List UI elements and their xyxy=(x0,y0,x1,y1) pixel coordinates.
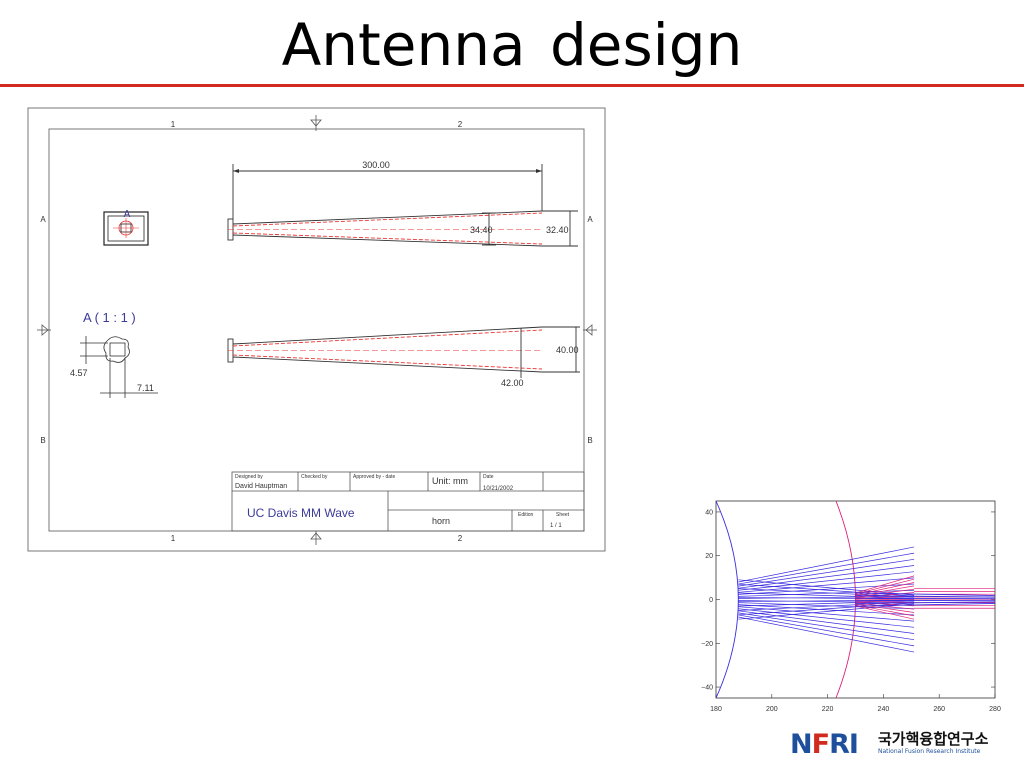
nfri-logo: NFRI 국가핵융합연구소 National Fusion Research I… xyxy=(790,730,1010,760)
blue-ray xyxy=(738,596,915,599)
title-divider xyxy=(0,84,1024,87)
magenta-ray xyxy=(855,575,915,594)
unit-label: Unit: mm xyxy=(432,476,468,486)
blue-ray xyxy=(738,546,915,583)
nfri-logo-mark: NFRI xyxy=(790,729,859,760)
blue-ray xyxy=(855,592,996,597)
zone-col-1-bottom: 1 xyxy=(171,534,176,543)
sheet-label: Sheet xyxy=(556,512,570,518)
zone-row-b-left: B xyxy=(40,436,45,445)
blue-ray xyxy=(738,602,915,610)
x-tick-label: 180 xyxy=(710,706,722,713)
dim-top-outer: 32.40 xyxy=(546,225,569,235)
centering-mark-bottom xyxy=(310,531,322,545)
zone-row-b-right: B xyxy=(587,436,592,445)
detail-view-label: A ( 1 : 1 ) xyxy=(83,310,136,325)
blue-ray xyxy=(738,579,915,596)
x-tick-label: 220 xyxy=(822,706,834,713)
date-value: 10/21/2002 xyxy=(483,486,514,492)
blue-ray xyxy=(855,595,996,598)
dim-bottom-inner: 42.00 xyxy=(501,378,524,388)
date-label: Date xyxy=(483,474,494,480)
x-axis-ticks: 180 200 220 240 260 280 xyxy=(710,694,1001,713)
x-tick-label: 240 xyxy=(878,706,890,713)
edition-label: Edition xyxy=(518,512,534,518)
horn-side-view xyxy=(227,326,580,378)
magenta-ray xyxy=(855,585,915,597)
y-tick-label: 0 xyxy=(709,597,713,604)
magenta-ray xyxy=(855,600,915,603)
y-tick-label: −40 xyxy=(701,685,713,692)
title-block xyxy=(231,471,585,532)
mirror-arc xyxy=(835,500,856,699)
blue-ray xyxy=(738,565,915,589)
dim-detail-width: 7.11 xyxy=(137,383,154,393)
section-view-thumbnail: A xyxy=(103,209,149,246)
blue-ray xyxy=(738,614,915,647)
part-name: horn xyxy=(432,516,450,526)
blue-ray xyxy=(738,610,915,634)
blue-ray xyxy=(855,601,996,604)
zone-col-2-top: 2 xyxy=(458,120,463,129)
zone-col-2-bottom: 2 xyxy=(458,534,463,543)
blue-ray xyxy=(738,608,915,628)
y-tick-label: 40 xyxy=(705,509,713,516)
section-marker: A xyxy=(124,209,131,220)
centering-mark-right xyxy=(583,324,597,336)
magenta-ray xyxy=(855,598,915,601)
slide-title: Antenna design xyxy=(281,11,743,79)
x-tick-label: 260 xyxy=(933,706,945,713)
magenta-ray xyxy=(855,578,915,595)
magenta-ray xyxy=(855,602,915,610)
nfri-korean-name: 국가핵융합연구소 xyxy=(878,730,989,748)
blue-ray xyxy=(738,600,915,603)
drawing-outer-frame xyxy=(27,107,606,552)
centering-mark-left xyxy=(37,324,51,336)
magenta-ray xyxy=(855,604,915,617)
designed-by-label: Designed by xyxy=(235,474,263,480)
horn-top-view xyxy=(227,164,578,247)
blue-ray xyxy=(738,583,915,595)
dim-detail-height: 4.57 xyxy=(70,368,88,378)
x-tick-label: 280 xyxy=(989,706,1001,713)
blue-ray xyxy=(738,616,915,653)
dim-length: 300.00 xyxy=(362,160,390,170)
centering-mark-top xyxy=(310,115,322,131)
dim-top-inner: 34.40 xyxy=(470,225,493,235)
blue-ray xyxy=(855,597,996,600)
designed-by: David Hauptman xyxy=(235,483,287,490)
blue-ray xyxy=(738,583,915,597)
checked-by-label: Checked by xyxy=(301,474,328,480)
dim-bottom-right: 40.00 xyxy=(556,345,579,355)
blue-ray xyxy=(738,558,915,587)
blue-ray xyxy=(738,604,915,616)
zone-col-1-top: 1 xyxy=(171,120,176,129)
zone-row-a-right: A xyxy=(587,215,593,224)
sheet-value: 1 / 1 xyxy=(550,523,562,529)
blue-ray xyxy=(738,571,915,591)
blue-ray xyxy=(738,552,915,585)
ray-paths xyxy=(715,500,996,699)
y-axis-ticks: 40 20 0 −20 −40 xyxy=(701,509,995,692)
approved-by-label: Approved by - date xyxy=(353,474,395,480)
org-name: UC Davis MM Wave xyxy=(247,506,355,520)
y-tick-label: 20 xyxy=(705,553,713,560)
detail-view xyxy=(80,336,158,398)
nfri-english-name: National Fusion Research Institute xyxy=(878,748,981,755)
x-tick-label: 200 xyxy=(766,706,778,713)
blue-ray xyxy=(855,602,996,607)
blue-ray xyxy=(738,612,915,641)
blue-ray xyxy=(738,602,915,616)
lens-arc xyxy=(715,500,739,699)
y-tick-label: −20 xyxy=(701,641,713,648)
blue-ray xyxy=(855,599,996,602)
magenta-ray xyxy=(855,605,915,620)
zone-row-a-left: A xyxy=(40,215,46,224)
